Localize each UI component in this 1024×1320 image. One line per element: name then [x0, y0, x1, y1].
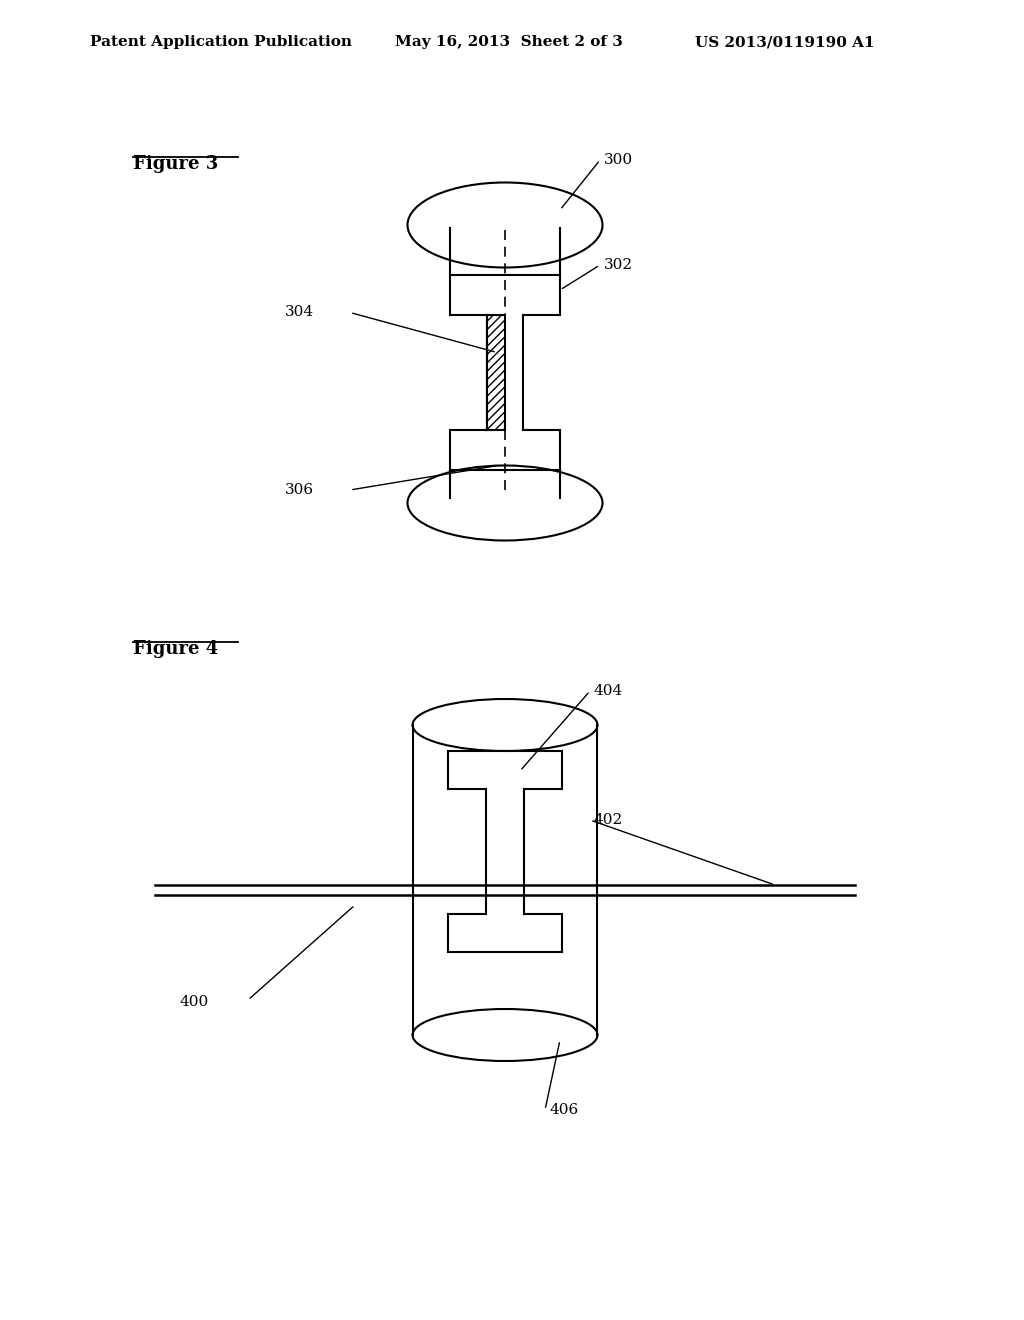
Text: 304: 304 — [285, 305, 314, 319]
Text: US 2013/0119190 A1: US 2013/0119190 A1 — [695, 36, 874, 49]
Text: 404: 404 — [594, 684, 624, 698]
Text: 402: 402 — [594, 813, 624, 828]
Text: 300: 300 — [604, 153, 633, 168]
Text: Figure 3: Figure 3 — [133, 154, 218, 173]
Text: 406: 406 — [549, 1104, 579, 1117]
Text: 306: 306 — [285, 483, 314, 498]
Text: 302: 302 — [604, 257, 633, 272]
Text: Patent Application Publication: Patent Application Publication — [90, 36, 352, 49]
Text: May 16, 2013  Sheet 2 of 3: May 16, 2013 Sheet 2 of 3 — [395, 36, 623, 49]
Text: 400: 400 — [180, 995, 209, 1008]
Bar — [487, 315, 505, 430]
Text: Figure 4: Figure 4 — [133, 640, 218, 657]
